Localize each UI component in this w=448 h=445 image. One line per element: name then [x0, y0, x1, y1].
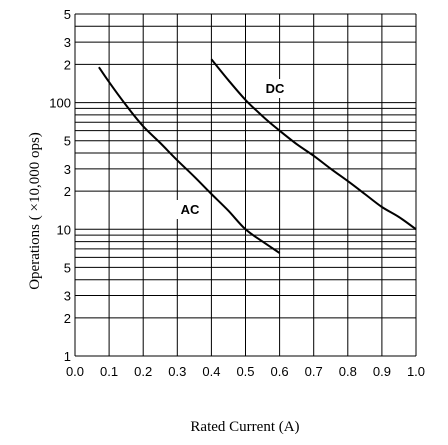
y-tick-label: 3	[64, 162, 71, 177]
tick-labels: 0.0 0.1 0.2 0.3 0.4 0.5 0.6 0.7 0.8 0.9 1.0 1 2 3 5 10 2…	[49, 7, 425, 379]
series-label-bg	[258, 79, 292, 98]
y-tick-label: 3	[64, 289, 71, 304]
y-tick-label: 5	[64, 134, 71, 149]
y-tick-label: 2	[64, 311, 71, 326]
y-tick-label: 1	[64, 349, 71, 364]
x-axis-label: Rated Current (A)	[190, 419, 299, 435]
x-tick-label: 0.8	[339, 364, 357, 379]
y-tick-label: 2	[64, 57, 71, 72]
x-tick-label: 0.2	[134, 364, 152, 379]
series-layer	[98, 58, 417, 254]
x-tick-label: 0.7	[305, 364, 323, 379]
y-axis-label: Operations ( ×10,000 ops)	[27, 132, 43, 290]
series-ac-line	[98, 66, 281, 254]
x-tick-label: 0.3	[168, 364, 186, 379]
y-tick-label: 2	[64, 184, 71, 199]
y-tick-label: 5	[64, 7, 71, 22]
x-tick-label: 0.4	[202, 364, 220, 379]
x-tick-label: 0.6	[271, 364, 289, 379]
x-tick-label: 0.5	[236, 364, 254, 379]
x-tick-label: 0.9	[373, 364, 391, 379]
y-tick-label: 10	[57, 222, 71, 237]
x-tick-label: 0.1	[100, 364, 118, 379]
series-dc-line	[210, 58, 417, 231]
series-label-dc: DC	[266, 81, 285, 96]
y-tick-label: 5	[64, 260, 71, 275]
x-tick-label: 1.0	[407, 364, 425, 379]
y-tick-label: 100	[49, 96, 71, 111]
y-tick-label: 3	[64, 35, 71, 50]
x-tick-label: 0.0	[66, 364, 84, 379]
grid	[74, 13, 417, 357]
series-label-ac: AC	[181, 202, 200, 217]
series-label-bg	[173, 200, 207, 219]
